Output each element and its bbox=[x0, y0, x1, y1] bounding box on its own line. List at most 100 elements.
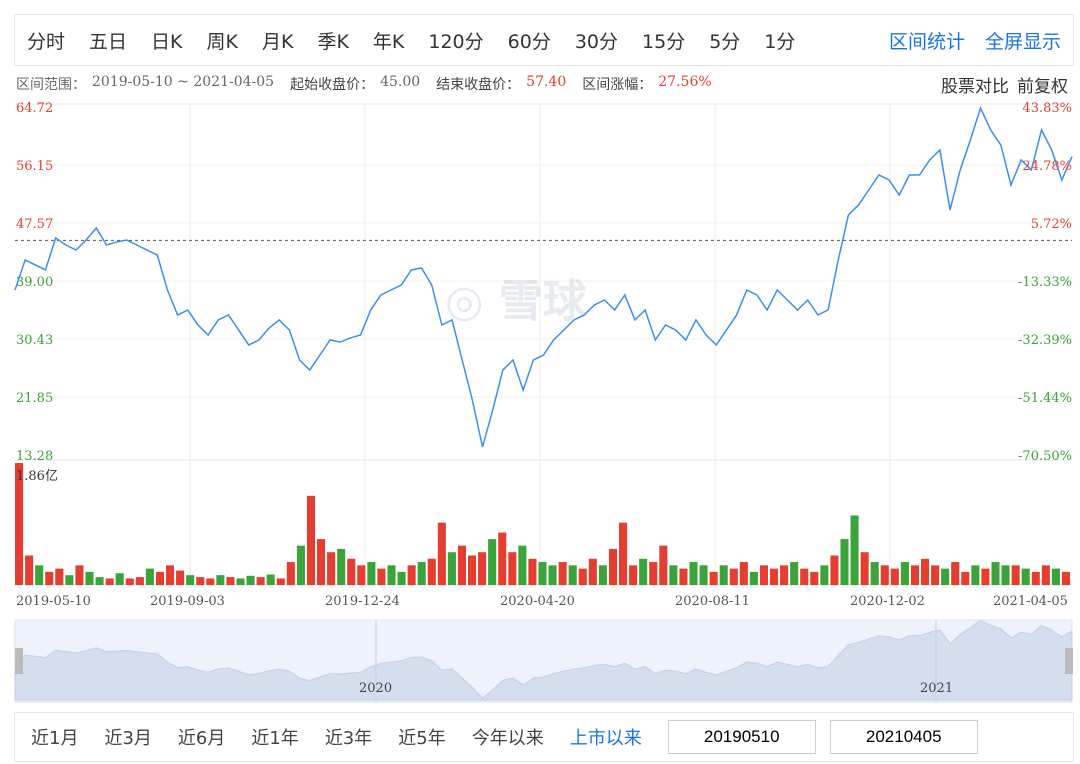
period-tab[interactable]: 五日 bbox=[89, 30, 128, 53]
volume-bar bbox=[780, 565, 789, 585]
volume-bar bbox=[790, 562, 799, 585]
volume-bar bbox=[236, 578, 245, 585]
period-tab[interactable]: 1分 bbox=[764, 30, 796, 53]
volume-bar bbox=[468, 555, 477, 585]
navigator-area bbox=[14, 619, 1073, 701]
compare-button[interactable]: 股票对比 bbox=[941, 77, 1009, 97]
start-price-label: 起始收盘价： bbox=[290, 77, 375, 93]
volume-bar bbox=[1061, 571, 1070, 585]
volume-max-label: 1.86亿 bbox=[16, 469, 58, 484]
volume-bar bbox=[850, 515, 859, 585]
volume-bar bbox=[286, 562, 295, 585]
volume-bar bbox=[629, 565, 638, 585]
range-option[interactable]: 近1月 bbox=[31, 728, 79, 749]
volume-bar bbox=[931, 565, 940, 585]
volume-bar bbox=[860, 552, 869, 585]
y-tick-label: 47.57 bbox=[16, 217, 54, 232]
volume-bar bbox=[95, 577, 104, 585]
range-info: 区间范围： 2019-05-10 ~ 2021-04-05 起始收盘价： 45.… bbox=[16, 74, 712, 94]
period-tab[interactable]: 季K bbox=[317, 30, 349, 53]
volume-bar bbox=[266, 574, 275, 585]
range-option[interactable]: 近3月 bbox=[104, 728, 152, 749]
start-price: 45.00 bbox=[380, 74, 421, 90]
volume-bar bbox=[910, 565, 919, 585]
volume-bar bbox=[971, 565, 980, 585]
volume-bar bbox=[216, 575, 225, 585]
volume-bar bbox=[25, 555, 34, 585]
volume-bar bbox=[55, 568, 64, 585]
volume-bar bbox=[830, 555, 839, 585]
period-tab[interactable]: 月K bbox=[261, 30, 294, 53]
volume-bar bbox=[729, 568, 738, 585]
fullscreen-button[interactable]: 全屏显示 bbox=[984, 30, 1061, 53]
x-tick-label: 2021-04-05 bbox=[993, 594, 1068, 609]
volume-bar bbox=[890, 568, 899, 585]
volume-bar bbox=[407, 565, 416, 585]
volume-bar bbox=[951, 562, 960, 585]
y-tick-label: 21.85 bbox=[16, 391, 54, 406]
volume-bar bbox=[749, 571, 758, 585]
volume-bar bbox=[639, 558, 648, 585]
volume-bar bbox=[35, 565, 44, 585]
volume-bar bbox=[397, 571, 406, 585]
volume-bar bbox=[870, 562, 879, 585]
range-option[interactable]: 近6月 bbox=[177, 728, 226, 749]
volume-bar bbox=[588, 558, 597, 585]
y-tick-label: 39.00 bbox=[16, 275, 54, 290]
period-tab[interactable]: 5分 bbox=[709, 30, 741, 53]
volume-bar bbox=[125, 578, 134, 585]
volume-bar bbox=[669, 565, 678, 585]
volume-bar bbox=[568, 565, 577, 585]
period-tab[interactable]: 120分 bbox=[428, 30, 484, 53]
volume-bar bbox=[337, 548, 346, 585]
volume-bar bbox=[709, 571, 718, 585]
x-tick-label: 2020-04-20 bbox=[500, 594, 575, 609]
volume-bar bbox=[699, 565, 708, 585]
y-tick-label: 30.43 bbox=[16, 333, 54, 348]
period-tab[interactable]: 30分 bbox=[574, 30, 619, 53]
navigator-year-label: 2020 bbox=[359, 681, 393, 696]
volume-bar bbox=[478, 552, 487, 585]
volume-bar bbox=[447, 552, 456, 585]
navigator-year-label: 2021 bbox=[920, 681, 954, 696]
volume-bar bbox=[941, 568, 950, 585]
volume-bar bbox=[759, 565, 768, 585]
period-tab[interactable]: 15分 bbox=[642, 30, 686, 53]
volume-bar bbox=[498, 532, 507, 585]
volume-bar bbox=[306, 495, 315, 585]
volume-bar bbox=[518, 545, 527, 585]
navigator-handle-right[interactable] bbox=[1065, 648, 1073, 674]
volume-bar bbox=[548, 565, 557, 585]
range-option[interactable]: 今年以来 bbox=[471, 728, 544, 749]
volume-bar bbox=[1021, 568, 1030, 585]
volume-bar bbox=[1051, 568, 1060, 585]
range-label: 区间范围： bbox=[16, 77, 86, 93]
volume-bar bbox=[85, 571, 94, 585]
range-stats-button[interactable]: 区间统计 bbox=[888, 30, 965, 53]
x-tick-label: 2020-08-11 bbox=[675, 594, 750, 609]
end-price-label: 结束收盘价： bbox=[436, 77, 521, 93]
adjust-button[interactable]: 前复权 bbox=[1017, 77, 1068, 97]
volume-bar bbox=[880, 565, 889, 585]
period-tab[interactable]: 周K bbox=[206, 30, 238, 53]
period-tab[interactable]: 60分 bbox=[507, 30, 551, 53]
volume-bar bbox=[166, 565, 175, 585]
range-option[interactable]: 近3年 bbox=[324, 728, 373, 749]
volume-bar bbox=[981, 568, 990, 585]
period-tab[interactable]: 分时 bbox=[27, 30, 66, 53]
volume-bar bbox=[719, 565, 728, 585]
volume-bar bbox=[75, 565, 84, 585]
period-tab[interactable]: 日K bbox=[151, 30, 183, 53]
volume-bar bbox=[1001, 565, 1010, 585]
date-from-input[interactable] bbox=[667, 720, 816, 754]
date-to-input[interactable] bbox=[829, 720, 978, 754]
range-option[interactable]: 近5年 bbox=[398, 728, 446, 749]
volume-bar bbox=[45, 571, 54, 585]
range-option-active[interactable]: 上市以来 bbox=[569, 728, 642, 749]
volume-bar bbox=[276, 578, 285, 585]
period-tab[interactable]: 年K bbox=[372, 30, 405, 53]
range-option[interactable]: 近1年 bbox=[251, 728, 299, 749]
navigator-handle-left[interactable] bbox=[15, 648, 23, 674]
volume-bar bbox=[538, 562, 547, 585]
